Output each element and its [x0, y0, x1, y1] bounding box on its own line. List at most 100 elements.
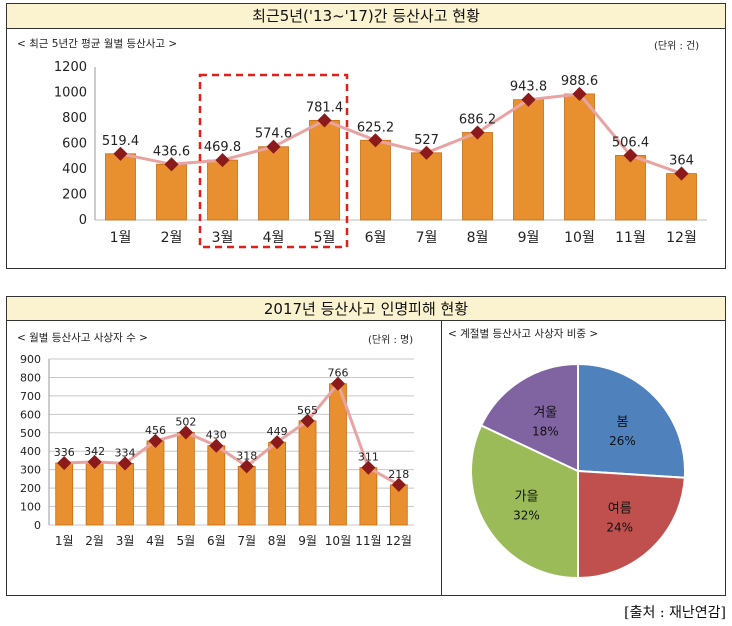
pie-slice-percent: 26%: [609, 434, 636, 448]
top-chart-y-tick-label: 0: [79, 213, 87, 228]
bottom-chart-data-label: 336: [54, 446, 75, 459]
bottom-chart-marker: [330, 376, 346, 391]
bottom-chart-data-label: 334: [115, 446, 136, 459]
bottom-chart-y-tick-label: 500: [20, 427, 41, 440]
pie-slice-label: 여름: [608, 501, 632, 516]
bottom-chart-x-tick-label: 11월: [355, 534, 381, 548]
pie-slice-label: 겨울: [533, 406, 557, 421]
top-chart-marker: [164, 157, 179, 172]
bottom-chart-marker: [300, 413, 315, 428]
bottom-chart-data-label: 565: [297, 404, 318, 417]
bottom-chart-y-tick-label: 600: [20, 408, 41, 421]
bottom-chart-y-tick-label: 200: [20, 482, 41, 495]
bottom-chart-y-tick-label: 300: [20, 464, 41, 477]
bottom-chart-x-tick-label: 10월: [325, 534, 351, 548]
bottom-chart-x-tick-label: 3월: [116, 534, 135, 548]
bottom-chart-x-tick-label: 4월: [146, 534, 165, 548]
top-chart-data-label: 781.4: [306, 100, 343, 115]
bottom-chart-y-tick-label: 400: [20, 445, 41, 458]
bottom-chart-x-tick-label: 6월: [207, 534, 226, 548]
bottom-chart-y-tick-label: 800: [20, 371, 41, 384]
pie-slice: [470, 424, 579, 580]
top-chart-y-tick-label: 400: [62, 162, 87, 177]
top-chart-bar: [309, 119, 340, 221]
top-chart-marker: [368, 133, 383, 148]
top-chart-data-label: 436.6: [153, 144, 190, 159]
top-chart-bar: [564, 93, 595, 221]
top-chart-marker: [470, 125, 485, 140]
bottom-chart-data-label: 430: [206, 429, 227, 442]
top-chart-x-tick-label: 6월: [365, 230, 387, 246]
top-chart-x-tick-label: 8월: [467, 230, 489, 246]
top-chart-panel: 최근5년('13~'17)간 등산사고 현황 < 최근 5년간 평균 월별 등산…: [6, 3, 726, 269]
highlight-box: [198, 73, 349, 249]
bottom-chart-data-label: 502: [175, 415, 196, 428]
pie-chart-svg: 봄 26% 여름 24% 가을 32% 겨울 18%: [470, 362, 686, 580]
pie-slice-percent: 18%: [532, 425, 559, 439]
pie-slice: [577, 469, 686, 580]
top-chart-x-tick-label: 1월: [110, 230, 132, 246]
top-chart-y-tick-label: 800: [62, 111, 87, 126]
top-chart-svg: 0 200 400 600 800 1000 1200 519.4 436.6 469.8 574.…: [54, 60, 707, 249]
bottom-chart-x-tick-label: 1월: [55, 534, 74, 548]
top-chart-data-label: 943.8: [510, 80, 547, 95]
bottom-chart-bar: [268, 441, 287, 526]
pie-slice: [577, 362, 686, 479]
top-chart-unit: (단위 : 건): [654, 41, 700, 52]
source-caption: [출처 : 재난연감]: [624, 605, 726, 621]
bottom-chart-panel: 2017년 등산사고 인명피해 현황 < 월별 등산사고 사상자 수 > (단위…: [6, 296, 726, 596]
top-chart-marker: [113, 146, 128, 161]
bottom-chart-bar: [146, 440, 165, 526]
bottom-chart-bar: [176, 432, 195, 526]
top-chart-bar: [105, 153, 136, 221]
bottom-chart-bar: [116, 462, 134, 526]
bottom-chart-y-tick-label: 100: [20, 501, 41, 514]
top-chart-y-tick-label: 1200: [54, 60, 87, 75]
top-chart-data-label: 364: [669, 154, 694, 169]
top-chart-data-label: 988.6: [561, 74, 598, 89]
top-chart-bar: [513, 99, 544, 221]
bottom-chart-y-tick-label: 0: [34, 519, 41, 532]
bottom-chart-y-tick-label: 900: [20, 353, 41, 366]
bottom-chart-x-tick-label: 5월: [177, 534, 196, 548]
top-chart-y-tick-label: 200: [62, 188, 87, 203]
top-chart-data-label: 527: [414, 133, 439, 148]
bottom-chart-x-tick-label: 8월: [268, 534, 287, 548]
top-chart-x-tick-label: 3월: [212, 230, 234, 246]
top-chart-x-tick-label: 12월: [666, 230, 697, 246]
bottom-chart-bar: [85, 461, 104, 526]
top-chart-marker: [419, 145, 434, 160]
top-chart-bar: [156, 163, 187, 221]
pie-slice: [479, 362, 579, 473]
bottom-chart-data-label: 456: [145, 424, 166, 437]
top-chart-subtitle: < 최근 5년간 평균 월별 등산사고 >: [17, 38, 178, 50]
top-chart-marker: [317, 113, 332, 128]
top-chart-trend-line: [120, 92, 683, 176]
bottom-left-unit: (단위 : 명): [368, 335, 414, 346]
top-chart-bar: [411, 152, 442, 221]
top-chart-data-label: 625.2: [357, 120, 394, 135]
top-chart-marker: [266, 139, 281, 154]
bottom-left-subtitle: < 월별 등산사고 사상자 수 >: [17, 332, 148, 344]
bottom-chart-bar: [359, 467, 378, 526]
top-chart-x-tick-label: 7월: [416, 230, 438, 246]
top-chart-x-tick-label: 4월: [263, 230, 285, 246]
bottom-chart-title: 2017년 등산사고 인명피해 현황: [7, 297, 725, 321]
bottom-chart-bar: [207, 445, 226, 526]
bottom-chart-bar: [329, 383, 347, 526]
bottom-divider: [441, 321, 442, 595]
bottom-chart-bar: [237, 465, 256, 526]
top-chart-y-tick-label: 600: [62, 137, 87, 152]
pie-slice-percent: 32%: [513, 509, 540, 523]
bottom-chart-x-tick-label: 7월: [237, 534, 256, 548]
top-chart-x-tick-label: 2월: [161, 230, 183, 246]
bottom-right-subtitle: < 계절별 등산사고 사상자 비중 >: [448, 328, 599, 340]
bottom-chart-x-tick-label: 2월: [85, 534, 104, 548]
top-chart-data-label: 574.6: [255, 127, 292, 142]
top-chart-title: 최근5년('13~'17)간 등산사고 현황: [7, 4, 725, 29]
bottom-chart-bar: [55, 462, 74, 526]
top-chart-x-tick-label: 9월: [518, 230, 540, 246]
bottom-chart-bar: [298, 420, 317, 526]
top-chart-x-tick-label: 11월: [615, 230, 646, 246]
pie-slice-label: 가을: [515, 490, 539, 505]
